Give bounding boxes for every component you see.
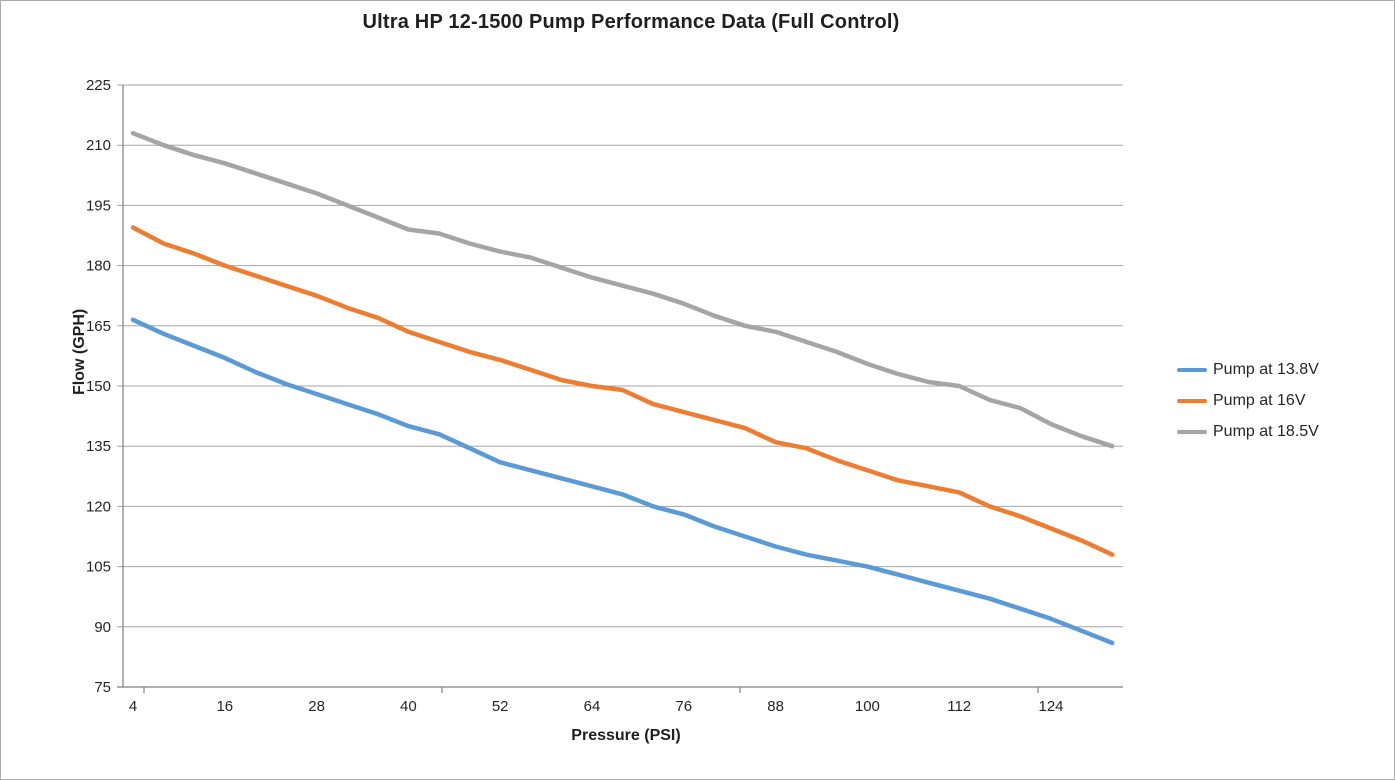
- series-line-pump-at-13.8v: [130, 317, 1115, 646]
- legend-item-pump-at-18.5v: Pump at 18.5V: [1177, 421, 1319, 443]
- y-tick-label: 210: [86, 137, 111, 154]
- legend-label: Pump at 18.5V: [1213, 423, 1319, 440]
- y-tick-label: 180: [86, 258, 111, 275]
- x-tick-label: 28: [308, 698, 325, 715]
- x-tick-label: 112: [947, 698, 971, 715]
- x-tick-label: 100: [855, 698, 880, 715]
- legend-item-pump-at-16v: Pump at 16V: [1177, 390, 1319, 412]
- legend-item-pump-at-13.8v: Pump at 13.8V: [1177, 359, 1319, 381]
- chart-legend: Pump at 13.8V Pump at 16V Pump at 18.5V: [1177, 359, 1319, 452]
- legend-line-swatch: [1177, 399, 1207, 403]
- y-axis-title: Flow (GPH): [71, 308, 89, 395]
- legend-line-swatch: [1177, 368, 1207, 372]
- legend-line-swatch: [1177, 430, 1207, 434]
- y-tick-label: 120: [86, 498, 111, 515]
- x-tick-label: 16: [216, 698, 233, 715]
- x-tick-label: 124: [1038, 698, 1063, 715]
- x-tick-label: 52: [492, 698, 509, 715]
- y-tick-label: 105: [86, 559, 111, 576]
- y-tick-label: 225: [86, 77, 111, 94]
- x-tick-label: 88: [767, 698, 784, 715]
- series-line-pump-at-18.5v: [130, 130, 1115, 449]
- series-line-pump-at-16v: [130, 225, 1115, 557]
- legend-label: Pump at 16V: [1213, 392, 1306, 409]
- y-tick-label: 90: [94, 619, 111, 636]
- y-tick-label: 75: [94, 679, 111, 696]
- x-tick-label: 4: [129, 698, 137, 715]
- legend-label: Pump at 13.8V: [1213, 361, 1319, 378]
- x-axis-title: Pressure (PSI): [571, 727, 681, 744]
- y-tick-label: 150: [86, 378, 111, 395]
- y-tick-label: 135: [86, 438, 111, 455]
- chart-title: Ultra HP 12-1500 Pump Performance Data (…: [362, 11, 900, 33]
- x-tick-label: 76: [675, 698, 692, 715]
- y-tick-label: 195: [86, 197, 111, 214]
- x-tick-label: 64: [584, 698, 601, 715]
- y-tick-label: 165: [86, 318, 111, 335]
- x-tick-label: 40: [400, 698, 417, 715]
